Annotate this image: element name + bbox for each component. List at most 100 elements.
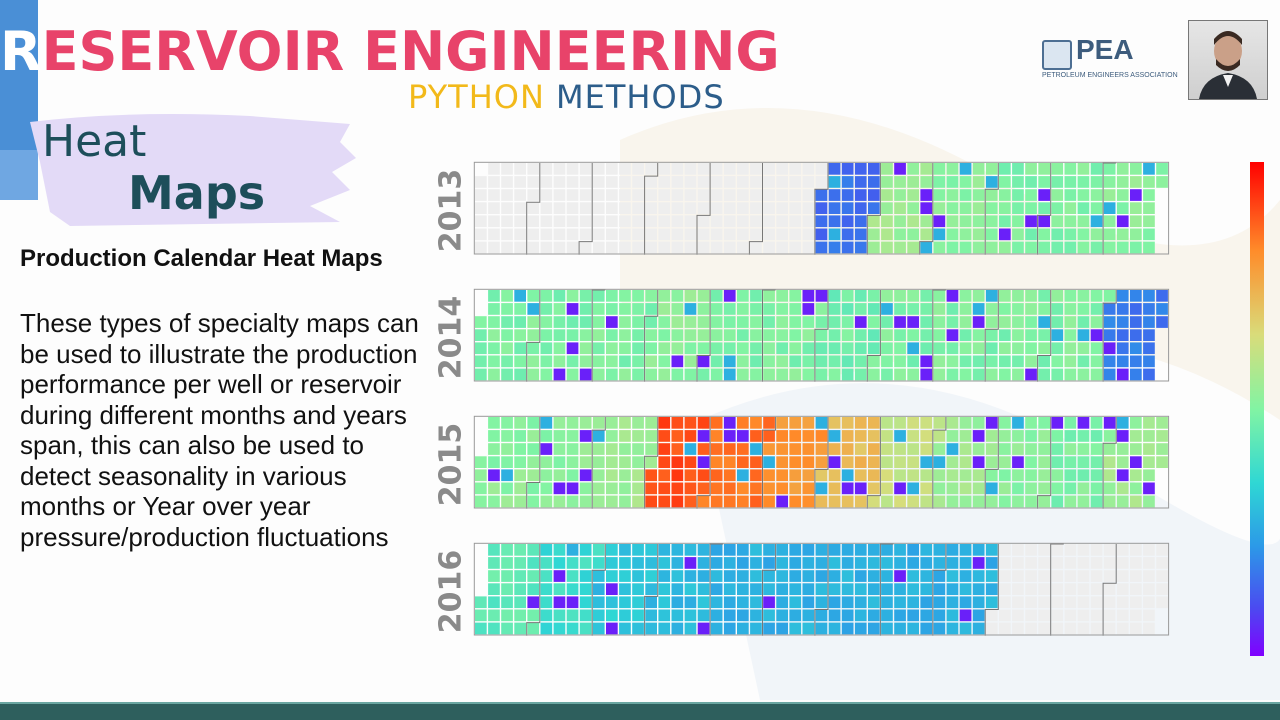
calendar-day-cell	[1090, 596, 1103, 609]
calendar-day-cell	[684, 290, 697, 302]
calendar-day-cell	[854, 430, 867, 442]
calendar-day-cell	[1051, 557, 1064, 569]
calendar-day-cell	[697, 316, 710, 328]
calendar-day-cell	[763, 557, 775, 569]
calendar-day-cell	[1116, 622, 1129, 635]
calendar-day-cell	[619, 189, 631, 201]
calendar-day-cell	[684, 202, 697, 214]
calendar-day-cell	[776, 417, 788, 429]
calendar-day-cell	[841, 202, 854, 214]
calendar-day-cell	[881, 456, 893, 468]
calendar-day-cell	[501, 495, 513, 508]
calendar-day-cell	[1143, 557, 1155, 569]
calendar-day-cell	[540, 241, 553, 254]
calendar-day-cell	[1064, 342, 1077, 355]
calendar-day-cell	[828, 609, 841, 622]
calendar-day-cell	[592, 417, 605, 429]
calendar-day-cell	[1130, 557, 1142, 569]
calendar-day-cell	[920, 469, 933, 482]
calendar-day-cell	[1143, 163, 1155, 175]
calendar-day-cell	[488, 176, 500, 188]
calendar-day-cell	[1116, 163, 1129, 175]
calendar-day-cell	[750, 368, 762, 381]
calendar-day-cell	[723, 557, 736, 569]
calendar-day-cell	[501, 417, 513, 429]
calendar-day-cell	[1143, 544, 1155, 556]
calendar-day-cell	[1012, 430, 1024, 442]
calendar-day-cell	[750, 316, 762, 328]
calendar-day-cell	[579, 163, 592, 175]
calendar-day-cell	[1064, 355, 1077, 368]
calendar-day-cell	[592, 368, 605, 381]
title-first-letter: R	[0, 20, 42, 83]
calendar-day-cell	[854, 329, 867, 341]
calendar-day-cell	[737, 176, 749, 188]
calendar-day-cell	[999, 609, 1011, 622]
calendar-day-cell	[1012, 583, 1024, 595]
calendar-day-cell	[723, 329, 736, 341]
calendar-day-cell	[619, 557, 631, 569]
calendar-day-cell	[527, 368, 540, 381]
calendar-day-cell	[501, 570, 513, 582]
calendar-day-cell	[540, 495, 553, 508]
calendar-day-cell	[632, 570, 644, 582]
calendar-day-cell	[1143, 290, 1155, 302]
calendar-day-cell	[619, 596, 631, 609]
calendar-day-cell	[868, 303, 880, 315]
calendar-day-cell	[619, 583, 631, 595]
calendar-day-cell	[606, 228, 618, 241]
calendar-day-cell	[776, 202, 788, 214]
calendar-day-cell	[1064, 316, 1077, 328]
month-boundary	[879, 543, 894, 636]
calendar-day-cell	[684, 557, 697, 569]
calendar-day-cell	[645, 622, 657, 635]
calendar-day-cell	[606, 495, 618, 508]
calendar-day-cell	[1051, 443, 1064, 455]
calendar-day-cell	[1025, 622, 1037, 635]
calendar-day-cell	[488, 469, 500, 482]
calendar-day-cell	[645, 290, 657, 302]
calendar-day-cell	[920, 163, 933, 175]
calendar-day-cell	[776, 176, 788, 188]
calendar-day-cell	[776, 355, 788, 368]
calendar-day-cell	[815, 544, 828, 556]
calendar-day-cell	[737, 290, 749, 302]
calendar-day-cell	[1025, 189, 1037, 201]
calendar-day-cell	[671, 368, 684, 381]
calendar-day-cell	[815, 368, 828, 381]
calendar-day-cell	[1116, 176, 1129, 188]
calendar-day-cell	[592, 329, 605, 341]
calendar-day-cell	[606, 482, 618, 495]
calendar-day-cell	[1090, 482, 1103, 495]
calendar-day-cell	[475, 596, 487, 609]
calendar-day-cell	[684, 176, 697, 188]
calendar-day-cell	[1130, 609, 1142, 622]
calendar-day-cell	[1143, 316, 1155, 328]
calendar-day-cell	[671, 557, 684, 569]
calendar-day-cell	[828, 368, 841, 381]
calendar-day-cell	[671, 215, 684, 228]
calendar-day-cell	[763, 417, 775, 429]
calendar-day-cell	[776, 456, 788, 468]
calendar-day-cell	[1051, 303, 1064, 315]
calendar-day-cell	[710, 202, 723, 214]
calendar-day-cell	[1064, 609, 1077, 622]
calendar-day-cell	[684, 228, 697, 241]
calendar-day-cell	[1103, 596, 1116, 609]
calendar-day-cell	[488, 456, 500, 468]
calendar-day-cell	[999, 430, 1011, 442]
calendar-day-cell	[1064, 368, 1077, 381]
presenter-avatar	[1188, 20, 1268, 100]
calendar-day-cell	[972, 316, 985, 328]
calendar-day-cell	[684, 215, 697, 228]
calendar-day-cell	[1130, 215, 1142, 228]
calendar-day-cell	[658, 368, 671, 381]
calendar-day-cell	[632, 355, 644, 368]
calendar-day-cell	[999, 495, 1011, 508]
calendar-day-cell	[1077, 303, 1090, 315]
calendar-day-cell	[946, 303, 959, 315]
calendar-day-cell	[1025, 417, 1037, 429]
calendar-day-cell	[684, 622, 697, 635]
calendar-day-cell	[854, 495, 867, 508]
calendar-day-cell	[854, 570, 867, 582]
